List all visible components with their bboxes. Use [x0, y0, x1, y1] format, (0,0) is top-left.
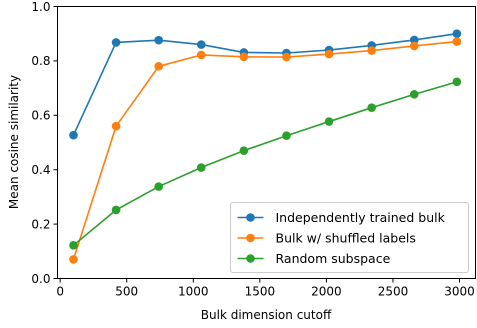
data-point	[196, 50, 206, 60]
data-point	[196, 40, 206, 49]
legend-item: Bulk w/ shuffled labels	[237, 231, 416, 246]
x-axis-label: Bulk dimension cutoff	[201, 308, 332, 322]
data-point	[324, 49, 334, 59]
x-axis: 0 500 1000 1500 2000 2500 3000	[56, 278, 475, 299]
axes-frame	[57, 6, 476, 279]
data-point	[154, 35, 163, 45]
y-axis-label: Mean cosine similarity	[7, 75, 21, 209]
data-point	[154, 182, 163, 191]
data-point	[324, 117, 334, 126]
legend-label: Independently trained bulk	[276, 210, 446, 225]
y-axis: 0.0 0.2 0.4 0.6 0.8 1.0	[31, 0, 58, 286]
data-point	[409, 41, 419, 51]
legend-swatch-marker	[246, 254, 255, 263]
x-tick-label: 3000	[444, 285, 475, 299]
legend-item: Independently trained bulk	[237, 210, 446, 225]
legend-swatch-marker	[246, 213, 255, 222]
data-point	[111, 38, 121, 47]
data-point	[367, 46, 376, 55]
data-point	[282, 131, 291, 140]
series-line	[72, 81, 458, 246]
data-point	[452, 29, 462, 38]
data-point	[69, 130, 78, 140]
data-point	[409, 90, 419, 99]
y-tick-label: 0.0	[31, 272, 50, 286]
legend-item: Random subspace	[237, 251, 391, 266]
series-3	[69, 77, 462, 250]
x-tick-label: 0	[56, 285, 64, 299]
series-2	[69, 37, 462, 264]
data-point	[154, 62, 163, 71]
x-tick-label: 2000	[311, 285, 342, 299]
series-1	[69, 29, 462, 140]
x-tick-label: 500	[115, 285, 138, 299]
x-tick-label: 1000	[178, 285, 209, 299]
data-point	[452, 77, 462, 87]
data-point	[282, 52, 291, 62]
legend: Independently trained bulk Bulk w/ shuffl…	[230, 202, 469, 273]
y-tick-label: 0.8	[31, 54, 50, 68]
x-tick-label: 1500	[245, 285, 276, 299]
data-point	[367, 103, 376, 112]
legend-swatch-marker	[246, 233, 255, 243]
data-point	[196, 163, 206, 172]
data-point	[69, 241, 78, 250]
data-point	[111, 121, 121, 131]
legend-label: Bulk w/ shuffled labels	[276, 231, 416, 246]
data-point	[409, 35, 419, 45]
series-line	[72, 32, 457, 136]
y-tick-label: 0.2	[31, 217, 50, 231]
legend-box	[230, 202, 469, 273]
series-line	[72, 40, 457, 260]
data-point	[111, 205, 121, 215]
y-tick-label: 0.4	[31, 163, 50, 177]
legend-label: Random subspace	[276, 251, 391, 266]
data-point	[239, 52, 249, 62]
y-tick-label: 1.0	[31, 0, 50, 14]
data-point	[69, 255, 78, 264]
data-point	[239, 146, 249, 155]
data-point	[452, 37, 462, 46]
plot-area	[69, 29, 462, 264]
x-tick-label: 2500	[378, 285, 409, 299]
y-tick-label: 0.6	[31, 109, 50, 123]
